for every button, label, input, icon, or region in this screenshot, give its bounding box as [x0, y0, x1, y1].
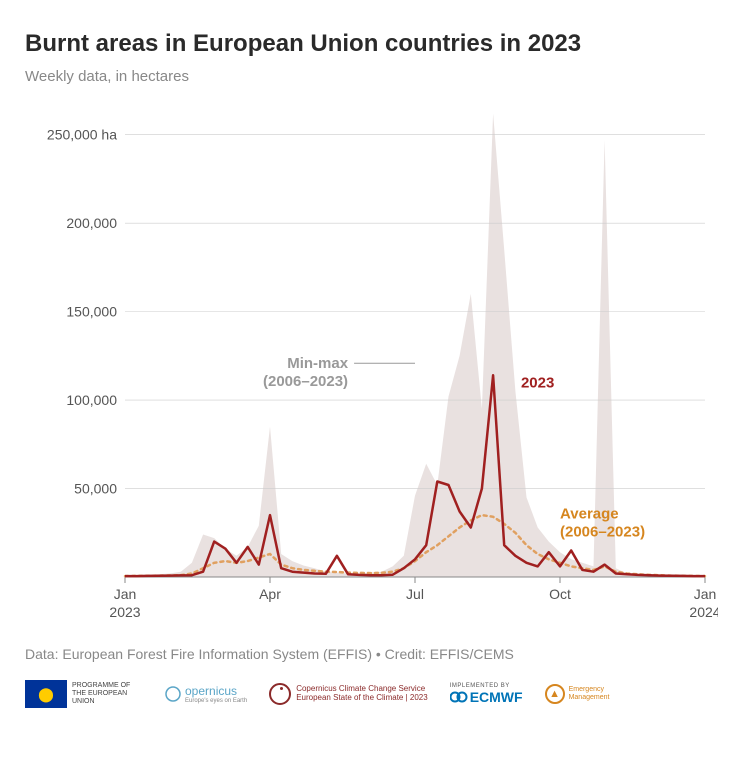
x-tick-label: Jan [694, 586, 717, 602]
y-tick-label: 100,000 [66, 392, 117, 408]
ecmwf-label: ECMWF [470, 689, 523, 705]
annot-2023: 2023 [521, 375, 554, 392]
x-tick-label: Jul [406, 586, 424, 602]
eu-programme-label: PROGRAMME OF THE EUROPEAN UNION [72, 682, 142, 705]
annot-minmax-sub: (2006–2023) [263, 373, 348, 390]
logo-row: ⬤ PROGRAMME OF THE EUROPEAN UNION operni… [25, 680, 718, 708]
annot-average: Average [560, 506, 619, 523]
annot-average-sub: (2006–2023) [560, 524, 645, 541]
x-tick-label: Apr [259, 586, 281, 602]
em-ring-icon: ▲ [545, 684, 565, 704]
logo-eu: ⬤ PROGRAMME OF THE EUROPEAN UNION [25, 680, 142, 708]
copernicus-sublabel: Europe's eyes on Earth [185, 698, 247, 704]
ccc-line2: European State of the Climate | 2023 [296, 694, 428, 703]
chart-wrap: 50,000 100,000 150,000 200,000 250,000 ha Jan… [25, 107, 718, 632]
y-tick-label: 150,000 [66, 304, 117, 320]
eu-flag-icon: ⬤ [25, 680, 67, 708]
y-tick-label: 200,000 [66, 215, 117, 231]
y-tick-label: 50,000 [74, 481, 117, 497]
data-credit: Data: European Forest Fire Information S… [25, 646, 718, 662]
x-tick-year: 2024 [689, 604, 718, 620]
logo-copernicus-climate: Copernicus Climate Change Service Europe… [269, 683, 428, 705]
annot-minmax: Min-max [287, 355, 349, 372]
em-label: Emergency Management [569, 686, 619, 701]
logo-ecmwf: IMPLEMENTED BY ECMWF [450, 683, 523, 705]
x-tick-label: Jan [114, 586, 137, 602]
x-tick-label: Oct [549, 586, 571, 602]
logo-copernicus: opernicus Europe's eyes on Earth [164, 684, 247, 704]
burnt-area-chart: 50,000 100,000 150,000 200,000 250,000 ha Jan… [25, 107, 718, 632]
logo-emergency-mgmt: ▲ Emergency Management [545, 684, 619, 704]
chart-subtitle: Weekly data, in hectares [25, 68, 718, 85]
y-tick-label: 250,000 ha [47, 127, 117, 143]
ecmwf-icon [450, 691, 468, 703]
ccc-ring-icon [269, 683, 291, 705]
chart-title: Burnt areas in European Union countries … [25, 30, 718, 58]
x-tick-year: 2023 [109, 604, 140, 620]
copernicus-label: opernicus [185, 684, 237, 698]
copernicus-icon [164, 685, 182, 703]
